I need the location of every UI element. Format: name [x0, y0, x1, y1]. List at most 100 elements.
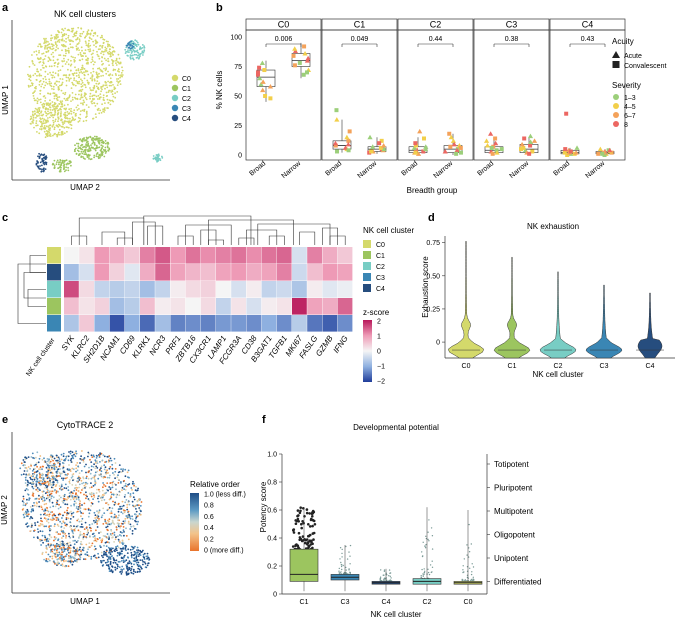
umap-point — [52, 163, 55, 166]
cytotrace-point — [71, 563, 74, 566]
cytotrace-point — [107, 503, 110, 506]
potency-outlier-point — [308, 533, 312, 537]
cytotrace-point — [54, 505, 57, 508]
cytotrace-point — [100, 560, 102, 562]
cytotrace-point — [119, 534, 121, 536]
y-tick-label: 1.0 — [267, 452, 277, 459]
umap-point — [40, 114, 43, 117]
cytotrace-point — [77, 489, 80, 492]
cytotrace-point — [88, 486, 91, 489]
cytotrace-point — [80, 540, 82, 543]
cytotrace-point — [63, 471, 66, 474]
cytotrace-point — [68, 480, 71, 483]
data-point-acute — [332, 140, 339, 146]
umap-point — [47, 56, 50, 59]
potency-outlier-point — [379, 578, 381, 580]
cytotrace-point — [78, 499, 80, 501]
cytotrace-point — [22, 459, 25, 461]
cytotrace-point — [100, 465, 103, 468]
umap-point — [46, 130, 49, 133]
heatmap-cell — [200, 298, 216, 315]
cytotrace-point — [55, 556, 57, 559]
umap-point — [141, 50, 144, 53]
umap-point — [131, 54, 133, 57]
heatmap-cell — [185, 281, 201, 298]
cytotrace-point — [85, 497, 87, 500]
umap-point — [36, 97, 39, 100]
cytotrace-point — [87, 515, 90, 518]
cytotrace-point — [79, 556, 82, 559]
cytotrace-point — [69, 521, 72, 523]
umap-point — [39, 165, 41, 167]
facet-title: C4 — [582, 20, 594, 30]
cytotrace-point — [65, 514, 68, 516]
umap-point — [43, 86, 45, 89]
umap-point — [137, 52, 140, 54]
cytotrace-point — [65, 537, 67, 539]
umap-point — [52, 85, 55, 88]
cytotrace-point — [114, 538, 117, 541]
cytotrace-point — [128, 476, 130, 479]
umap-point — [56, 65, 59, 68]
umap-point — [132, 49, 135, 51]
cytotrace-point — [115, 496, 118, 499]
cytotrace-point — [68, 532, 70, 535]
umap-point — [36, 102, 39, 105]
umap-point — [61, 28, 64, 31]
umap-point — [75, 30, 78, 33]
cytotrace-point — [98, 509, 101, 512]
y-tick-label: 0 — [238, 153, 242, 160]
data-point-convalescent — [602, 153, 607, 157]
cytotrace-point — [126, 508, 129, 511]
umap-point — [93, 32, 95, 35]
umap-point — [73, 32, 76, 35]
cytotrace-point — [37, 461, 40, 464]
cytotrace-point — [90, 482, 92, 484]
cytotrace-point — [126, 568, 129, 570]
cytotrace-point — [47, 544, 50, 546]
cytotrace-point — [142, 553, 145, 556]
umap-point — [47, 73, 49, 75]
heatmap-cell — [94, 298, 110, 315]
data-point-acute — [442, 148, 448, 154]
potency-outlier-point — [470, 579, 473, 581]
umap-point — [92, 117, 95, 120]
cytotrace-point — [31, 478, 34, 481]
panel-label-b: b — [216, 2, 223, 14]
cytotrace-point — [51, 555, 54, 558]
data-point-acute — [448, 134, 454, 140]
umap-point — [72, 74, 75, 77]
umap-point — [54, 120, 57, 123]
cytotrace-point — [135, 510, 138, 513]
umap-point — [72, 56, 74, 59]
data-point-acute — [257, 75, 263, 81]
umap-point — [98, 57, 101, 60]
heatmap-cell — [276, 298, 292, 315]
cytotrace-point — [105, 472, 108, 475]
cytotrace-point — [39, 473, 41, 476]
gene-label: GZMB — [314, 333, 335, 358]
umap-point — [63, 163, 66, 166]
cytotrace-point — [85, 477, 88, 480]
cytotrace-point — [62, 479, 64, 481]
umap-point — [46, 108, 49, 110]
cytotrace-point — [24, 489, 27, 492]
umap-point — [99, 36, 102, 39]
cytotrace-point — [98, 537, 101, 539]
umap-point — [103, 150, 106, 152]
cytotrace-point — [59, 555, 62, 558]
cytotrace-point — [109, 457, 112, 460]
x-tick-label: C0 — [464, 599, 473, 606]
cytotrace-point — [100, 470, 103, 473]
cytotrace-point — [124, 501, 127, 504]
cytotrace-point — [96, 510, 98, 512]
umap-point — [72, 73, 75, 75]
heatmap-cell — [292, 264, 307, 281]
umap-point — [89, 92, 92, 95]
cytotrace-point — [87, 498, 90, 500]
data-point-convalescent — [493, 136, 498, 141]
cytotrace-point — [117, 560, 120, 563]
panel-a-ylabel: UMAP 1 — [1, 85, 10, 115]
umap-point — [36, 110, 39, 113]
umap-point — [74, 148, 76, 151]
